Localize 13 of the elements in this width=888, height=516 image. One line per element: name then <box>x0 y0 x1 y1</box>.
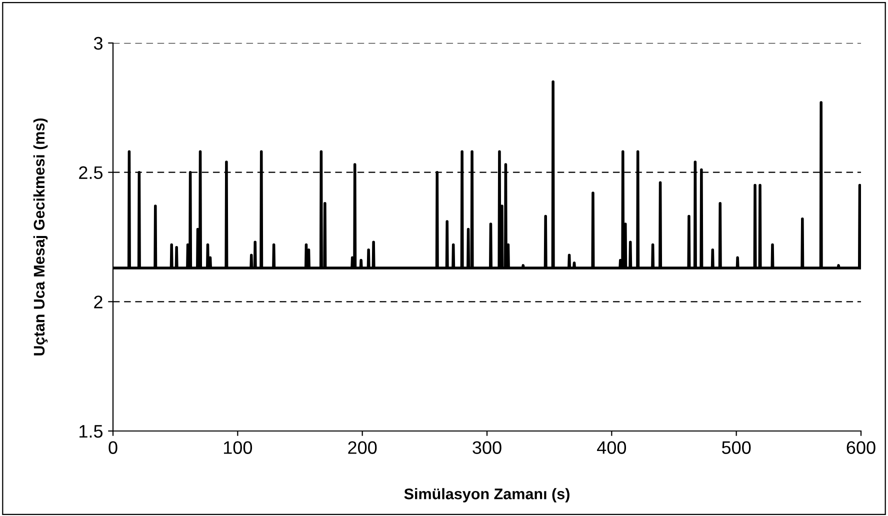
y-tick-label: 2.5 <box>79 166 103 180</box>
y-axis-title: Uçtan Uca Mesaj Gecikmesi (ms) <box>33 118 48 356</box>
x-tick-label: 100 <box>224 441 252 454</box>
x-tick-label: 600 <box>846 441 876 454</box>
x-tick-label: 500 <box>722 441 751 454</box>
x-tick-label: 400 <box>597 441 626 454</box>
x-tick-label: 300 <box>472 441 502 454</box>
y-tick-label: 3 <box>94 36 102 50</box>
y-tick-label: 1.5 <box>80 425 103 438</box>
x-axis-title: Simülasyon Zamanı (s) <box>404 488 570 502</box>
y-tick-label: 2 <box>94 296 102 308</box>
x-tick-label: 0 <box>108 441 118 454</box>
x-tick-label: 200 <box>348 441 377 454</box>
